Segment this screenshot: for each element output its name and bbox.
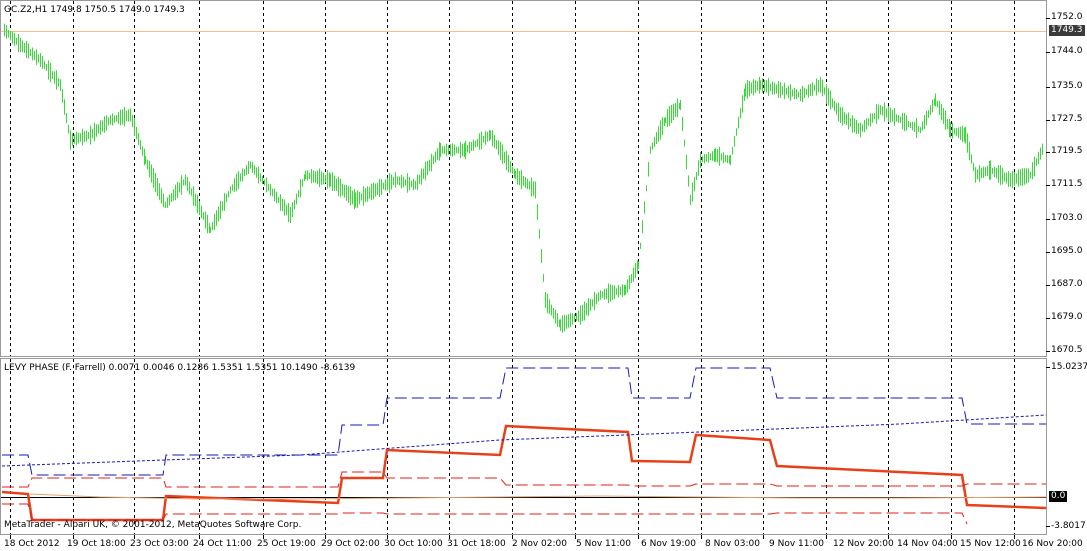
time-axis-label: 8 Nov 03:00 <box>705 539 760 549</box>
price-tick-label: 1695.0 <box>1051 246 1083 256</box>
time-axis-label: 6 Nov 19:00 <box>641 539 696 549</box>
time-axis-label: 29 Oct 02:00 <box>321 539 380 549</box>
time-axis-label: 15 Nov 12:00 <box>960 539 1021 549</box>
watermark: MetaTrader - Alpari UK, © 2001-2012, Met… <box>4 520 302 530</box>
price-tick-mark <box>1046 152 1050 153</box>
time-axis-tick <box>701 535 702 539</box>
time-axis-tick <box>10 535 11 539</box>
smoothed-line <box>29 493 1047 500</box>
indicator-scale-top: 15.0237 <box>1051 362 1087 372</box>
price-tick-mark <box>1046 252 1050 253</box>
time-axis-label: 5 Nov 11:00 <box>576 539 631 549</box>
price-tick-label: 1744.0 <box>1051 46 1083 56</box>
price-tick-label: 1752.0 <box>1051 12 1083 22</box>
time-axis-tick <box>826 535 827 539</box>
price-tick-mark <box>1046 52 1050 53</box>
levy-phase-main-line <box>1 424 1047 522</box>
time-axis-tick <box>387 535 388 539</box>
last-price-badge: 1749.3 <box>1049 25 1085 36</box>
price-tick-label: 1711.5 <box>1051 179 1083 189</box>
time-axis-label: 16 Nov 20:00 <box>1022 539 1083 549</box>
price-tick-mark <box>1046 285 1050 286</box>
time-axis-label: 2 Nov 02:00 <box>512 539 567 549</box>
time-axis-tick <box>134 535 135 539</box>
time-axis-tick <box>199 535 200 539</box>
time-axis-tick <box>263 535 264 539</box>
price-tick-mark <box>1046 318 1050 319</box>
time-axis-label: 12 Nov 20:00 <box>833 539 894 549</box>
price-tick-label: 1687.0 <box>1051 279 1083 289</box>
time-axis-label: 25 Oct 19:00 <box>257 539 316 549</box>
price-tick-mark <box>1046 87 1050 88</box>
indicator-tick-mark <box>1046 367 1050 368</box>
time-axis-tick <box>763 535 764 539</box>
price-tick-mark <box>1046 120 1050 121</box>
time-axis-tick <box>512 535 513 539</box>
time-axis-tick <box>951 535 952 539</box>
price-tick-mark <box>1046 185 1050 186</box>
time-axis-tick <box>449 535 450 539</box>
price-tick-label: 1719.5 <box>1051 146 1083 156</box>
price-tick-label: 1727.5 <box>1051 114 1083 124</box>
price-chart-header: GC.Z2,H1 1749.8 1750.5 1749.0 1749.3 <box>4 5 185 15</box>
time-axis-tick <box>638 535 639 539</box>
price-tick-label: 1679.0 <box>1051 312 1083 322</box>
upper-band-line <box>2 471 1046 488</box>
time-axis-label: 9 Nov 11:00 <box>769 539 824 549</box>
time-axis-label: 18 Oct 2012 <box>4 539 60 549</box>
outer-upper-line <box>2 367 1046 476</box>
zero-level-badge: 0.0 <box>1049 491 1068 502</box>
price-tick-mark <box>1046 351 1050 352</box>
time-axis-tick <box>575 535 576 539</box>
time-axis-tick <box>888 535 889 539</box>
time-axis-tick <box>73 535 74 539</box>
time-axis-label: 14 Nov 04:00 <box>897 539 958 549</box>
signal-line <box>1 414 1047 467</box>
time-axis-tick <box>325 535 326 539</box>
price-tick-mark <box>1046 219 1050 220</box>
indicator-header: LEVY PHASE (F. Farrell) 0.0071 0.0046 0.… <box>4 363 356 373</box>
lower-band-line <box>2 503 968 525</box>
time-axis-label: 23 Oct 03:00 <box>130 539 189 549</box>
indicator-pane[interactable] <box>0 358 1047 535</box>
time-axis-tick <box>1014 535 1015 539</box>
indicator-scale-bottom: -3.8017 <box>1051 521 1086 531</box>
time-axis-label: 24 Oct 11:00 <box>193 539 252 549</box>
time-axis-label: 19 Oct 18:00 <box>67 539 126 549</box>
price-tick-label: 1703.0 <box>1051 213 1083 223</box>
time-axis-label: 30 Oct 10:00 <box>384 539 443 549</box>
price-tick-mark <box>1046 18 1050 19</box>
price-tick-label: 1735.0 <box>1051 81 1083 91</box>
time-axis-label: 31 Oct 18:00 <box>447 539 506 549</box>
price-tick-label: 1670.5 <box>1051 345 1083 355</box>
indicator-tick-mark <box>1046 526 1050 527</box>
